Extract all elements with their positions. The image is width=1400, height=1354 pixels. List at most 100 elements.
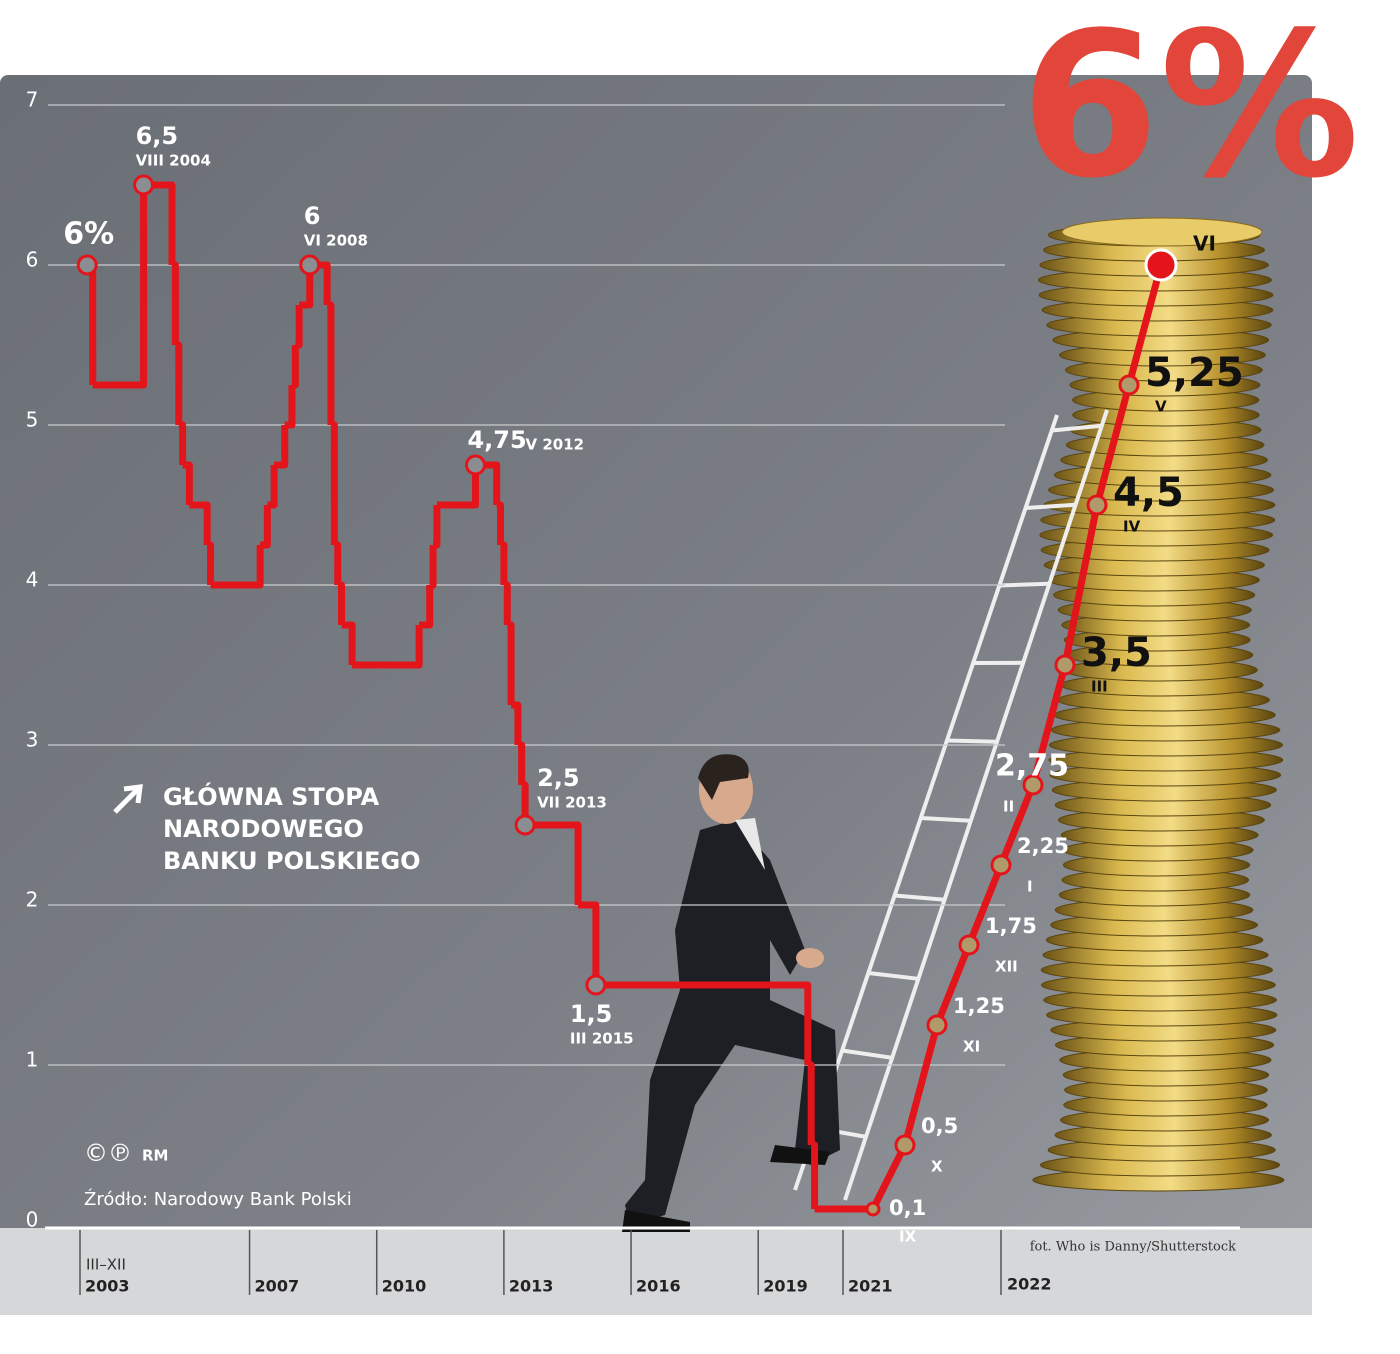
rung xyxy=(1051,423,1102,433)
value-label: 5,25 xyxy=(1145,350,1244,396)
rate-step xyxy=(334,541,342,585)
date-label: V 2012 xyxy=(525,436,584,454)
copyright: ©℗ xyxy=(84,1139,132,1167)
x-tick-label: II xyxy=(1003,798,1014,816)
date-label: III 2015 xyxy=(570,1030,634,1048)
rate-step xyxy=(171,261,179,345)
rate-marker xyxy=(514,814,536,836)
author: RM xyxy=(142,1147,168,1165)
rate-step xyxy=(299,265,314,309)
x-tick-label: 2021 xyxy=(848,1277,893,1296)
rate-line xyxy=(869,264,1165,1211)
date-label: VII 2013 xyxy=(537,794,607,812)
y-tick-label: 0 xyxy=(26,1208,39,1232)
rung xyxy=(920,816,971,823)
source: Źródło: Narodowy Bank Polski xyxy=(84,1188,352,1210)
value-label: 2,25 xyxy=(1017,834,1069,858)
x-tick-label: 2019 xyxy=(763,1277,808,1296)
y-tick-label: 3 xyxy=(26,728,39,752)
rung xyxy=(946,738,998,744)
x-tick-label: 2013 xyxy=(509,1277,554,1296)
x-tick-label: IX xyxy=(899,1228,917,1246)
legend-line: GŁÓWNA STOPA xyxy=(163,781,380,811)
rate-marker xyxy=(894,1134,916,1156)
value-label: 1,25 xyxy=(953,994,1005,1018)
rate-step xyxy=(352,625,423,669)
value-label: 2,75 xyxy=(995,749,1069,784)
rate-step xyxy=(175,341,183,425)
coin-top xyxy=(1061,217,1263,247)
rate-line xyxy=(87,181,843,1213)
value-label: 6% xyxy=(63,217,114,252)
rate-step xyxy=(178,421,187,465)
y-tick-label: 2 xyxy=(26,888,39,912)
x-tick-label: XII xyxy=(995,958,1018,976)
rate-step xyxy=(503,581,511,625)
rate-marker xyxy=(299,254,321,276)
rate-marker xyxy=(76,254,98,276)
rate-step xyxy=(419,585,434,629)
value-label: 3,5 xyxy=(1081,630,1152,676)
legend-line: NARODOWEGO xyxy=(163,815,364,843)
value-label: 4,75 xyxy=(467,426,526,454)
date-label: VI 2008 xyxy=(304,232,368,250)
rate-marker xyxy=(1086,494,1108,516)
rung xyxy=(894,893,945,902)
y-tick-label: 5 xyxy=(26,408,39,432)
rate-step xyxy=(341,621,356,665)
rate-step xyxy=(525,821,582,905)
x-note: III–XII xyxy=(86,1256,126,1274)
rate-step xyxy=(807,1061,815,1145)
rate-step xyxy=(295,305,303,349)
rate-step xyxy=(429,545,437,589)
value-label: 6 xyxy=(304,202,321,230)
rate-marker xyxy=(926,1014,948,1036)
y-tick-label: 1 xyxy=(26,1048,39,1072)
rate-step xyxy=(327,301,335,425)
rate-step xyxy=(436,465,479,509)
headline: 6% xyxy=(1020,0,1360,223)
x-tick-label: 2003 xyxy=(85,1277,130,1296)
rung xyxy=(868,971,919,981)
ladder-rungs xyxy=(815,423,1102,1139)
rung xyxy=(1025,502,1076,510)
value-label: 1,75 xyxy=(985,914,1037,938)
rate-step xyxy=(284,385,296,429)
rate-marker xyxy=(990,854,1012,876)
value-label: 2,5 xyxy=(537,764,580,792)
rung xyxy=(999,581,1050,588)
value-label: 6,5 xyxy=(136,122,179,150)
rate-step xyxy=(210,545,264,589)
rate-step xyxy=(595,981,812,1065)
rate-step xyxy=(433,505,441,549)
x-tick-label: VI xyxy=(1193,232,1216,256)
axis-band xyxy=(0,1228,1312,1315)
rate-step xyxy=(511,701,522,745)
value-label: 4,5 xyxy=(1113,470,1184,516)
value-label: 1,5 xyxy=(570,1000,613,1028)
photo-credit: fot. Who is Danny/Shutterstock xyxy=(1030,1240,1236,1255)
x-tick-label: 2022 xyxy=(1007,1275,1052,1294)
rate-step xyxy=(189,501,211,545)
rate-step xyxy=(274,425,289,469)
rate-step xyxy=(517,741,526,785)
rate-step xyxy=(521,781,529,825)
rate-step xyxy=(92,185,148,389)
rate-marker xyxy=(958,934,980,956)
x-tick-label: I xyxy=(1027,878,1033,896)
x-tick-label: XI xyxy=(963,1038,980,1056)
x-tick-label: 2007 xyxy=(255,1277,300,1296)
legend-line: BANKU POLSKIEGO xyxy=(163,847,421,875)
rate-step xyxy=(330,421,338,545)
x-tick-label: III xyxy=(1091,678,1108,696)
rate-step xyxy=(496,501,504,545)
ladder xyxy=(793,409,1109,1201)
value-label: 0,5 xyxy=(921,1114,958,1138)
y-tick-label: 4 xyxy=(26,568,39,592)
y-tick-label: 6 xyxy=(26,248,39,272)
x-tick-label: 2016 xyxy=(636,1277,681,1296)
rate-step xyxy=(811,1141,819,1209)
rate-marker xyxy=(133,174,155,196)
man xyxy=(622,754,840,1232)
